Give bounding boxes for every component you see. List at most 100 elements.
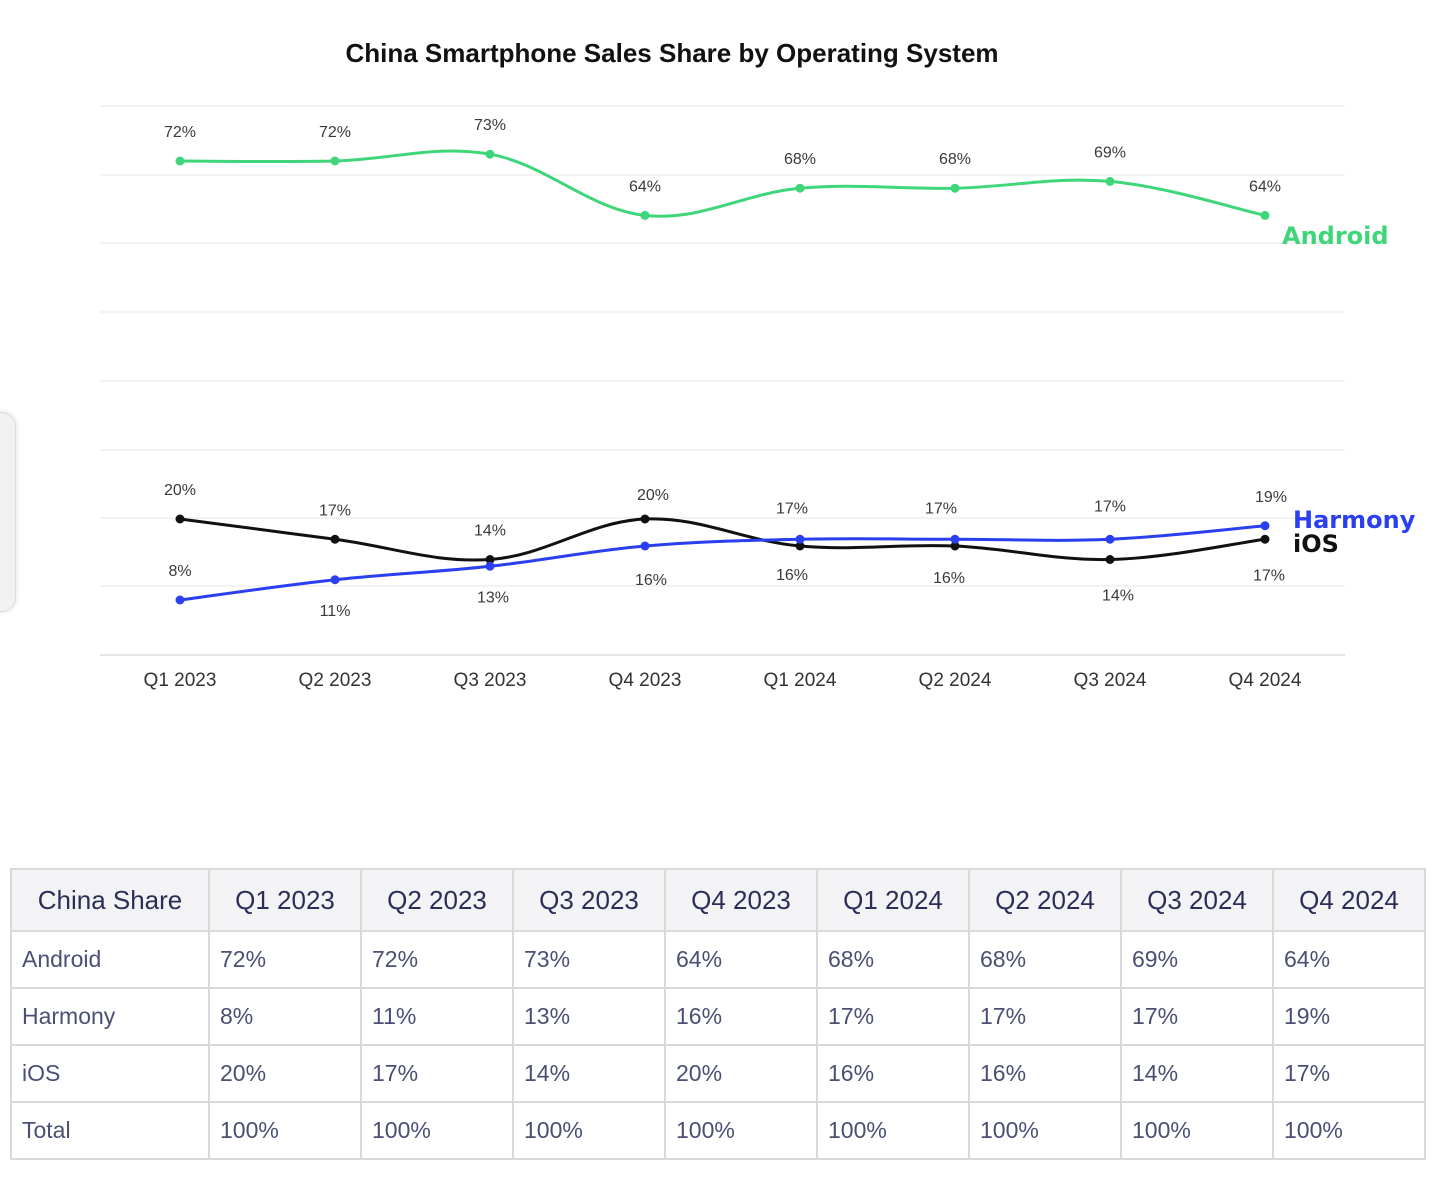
table-cell: iOS (10, 1044, 210, 1103)
data-label-android: 73% (474, 117, 506, 134)
table-header-cell: China Share (10, 868, 210, 932)
table-cell: 72% (360, 930, 514, 989)
data-point-android (485, 149, 495, 159)
table-header-cell: Q2 2024 (968, 868, 1122, 932)
line-chart: China Smartphone Sales Share by Operatin… (100, 38, 1416, 691)
data-label-ios: 16% (933, 570, 965, 587)
data-label-android: 64% (629, 178, 661, 195)
table-row: Harmony 8% 11% 13% 16% 17% 17% 17% 19% (10, 987, 1426, 1046)
table-cell: 8% (208, 987, 362, 1046)
data-label-android: 68% (784, 151, 816, 168)
data-label-android: 69% (1094, 144, 1126, 161)
table-cell: 13% (512, 987, 666, 1046)
table-row: Android 72% 72% 73% 64% 68% 68% 69% 64% (10, 930, 1426, 989)
data-point-harmony (485, 561, 495, 571)
data-point-ios (330, 534, 340, 544)
table-cell: 11% (360, 987, 514, 1046)
table-cell: 16% (968, 1044, 1122, 1103)
table-cell: 64% (664, 930, 818, 989)
data-point-ios (1105, 555, 1115, 564)
table-cell: 100% (664, 1101, 818, 1160)
chart-title: China Smartphone Sales Share by Operatin… (345, 38, 998, 68)
table-cell: 20% (664, 1044, 818, 1103)
x-tick-label: Q3 2024 (1074, 670, 1147, 691)
data-label-harmony: 17% (776, 500, 808, 517)
x-tick-label: Q1 2023 (144, 670, 217, 691)
table-cell: 100% (360, 1101, 514, 1160)
share-table: China Share Q1 2023 Q2 2023 Q3 2023 Q4 2… (10, 868, 1426, 1160)
data-label-ios: 17% (1253, 567, 1285, 584)
table-cell: Harmony (10, 987, 210, 1046)
data-point-ios (950, 541, 960, 551)
table-header-cell: Q4 2024 (1272, 868, 1426, 932)
table-cell: 64% (1272, 930, 1426, 989)
data-label-ios: 16% (776, 567, 808, 584)
data-label-harmony: 8% (168, 563, 191, 580)
table-cell: 100% (208, 1101, 362, 1160)
table-header-row: China Share Q1 2023 Q2 2023 Q3 2023 Q4 2… (10, 868, 1426, 932)
data-label-android: 72% (319, 124, 351, 141)
series-line-ios (178, 517, 1267, 562)
data-point-android (1105, 176, 1115, 186)
series-line-android (178, 149, 1267, 218)
data-point-android (640, 210, 650, 220)
data-label-harmony: 19% (1255, 489, 1287, 506)
data-label-harmony: 11% (320, 603, 351, 620)
data-point-harmony (1260, 521, 1270, 531)
data-point-android (330, 156, 340, 166)
x-tick-label: Q4 2024 (1229, 670, 1302, 691)
table-cell: 17% (816, 987, 970, 1046)
data-label-ios: 17% (319, 502, 351, 519)
table-cell: 17% (1272, 1044, 1426, 1103)
series-layer (175, 149, 1270, 605)
data-label-ios: 20% (164, 482, 196, 499)
x-tick-label: Q1 2024 (764, 670, 837, 691)
gridlines (100, 105, 1345, 587)
x-tick-label: Q2 2023 (299, 670, 372, 691)
table-cell: 100% (1120, 1101, 1274, 1160)
table-cell: 16% (816, 1044, 970, 1103)
x-tick-label: Q2 2024 (919, 670, 992, 691)
legend-label-android: Android (1282, 222, 1389, 250)
table-row: Total 100% 100% 100% 100% 100% 100% 100%… (10, 1101, 1426, 1160)
data-point-ios (795, 541, 805, 551)
data-label-harmony: 17% (925, 500, 957, 517)
table-cell: 72% (208, 930, 362, 989)
table-cell: Android (10, 930, 210, 989)
data-label-android: 68% (939, 151, 971, 168)
legend-label-harmony: Harmony (1293, 506, 1416, 534)
data-label-android: 64% (1249, 178, 1281, 195)
data-point-harmony (640, 541, 650, 551)
data-point-ios (1260, 534, 1270, 544)
table-cell: 68% (968, 930, 1122, 989)
table-row: iOS 20% 17% 14% 20% 16% 16% 14% 17% (10, 1044, 1426, 1103)
x-axis: Q1 2023 Q2 2023 Q3 2023 Q4 2023 Q1 2024 Q2 20… (100, 654, 1345, 691)
data-label-harmony: 17% (1094, 498, 1126, 515)
data-point-android (795, 183, 805, 193)
data-point-ios (485, 555, 495, 564)
table-cell: 100% (816, 1101, 970, 1160)
table-cell: 17% (1120, 987, 1274, 1046)
data-label-harmony: 13% (477, 589, 509, 606)
table-header-cell: Q3 2023 (512, 868, 666, 932)
data-point-harmony (330, 575, 340, 585)
data-point-android (175, 156, 185, 166)
data-point-android (1260, 210, 1270, 220)
x-tick-label: Q3 2023 (454, 670, 527, 691)
table-header-cell: Q1 2024 (816, 868, 970, 932)
table-cell: 69% (1120, 930, 1274, 989)
data-point-harmony (175, 595, 185, 605)
table-header-cell: Q3 2024 (1120, 868, 1274, 932)
table-cell: 14% (1120, 1044, 1274, 1103)
table-cell: 16% (664, 987, 818, 1046)
data-point-ios (175, 514, 185, 524)
table-cell: 17% (360, 1044, 514, 1103)
table-cell: 19% (1272, 987, 1426, 1046)
table-cell: 73% (512, 930, 666, 989)
data-label-android: 72% (164, 124, 196, 141)
data-label-ios: 20% (637, 487, 669, 504)
data-point-ios (640, 514, 650, 524)
table-cell: 17% (968, 987, 1122, 1046)
table-header-cell: Q2 2023 (360, 868, 514, 932)
table-cell: 100% (512, 1101, 666, 1160)
